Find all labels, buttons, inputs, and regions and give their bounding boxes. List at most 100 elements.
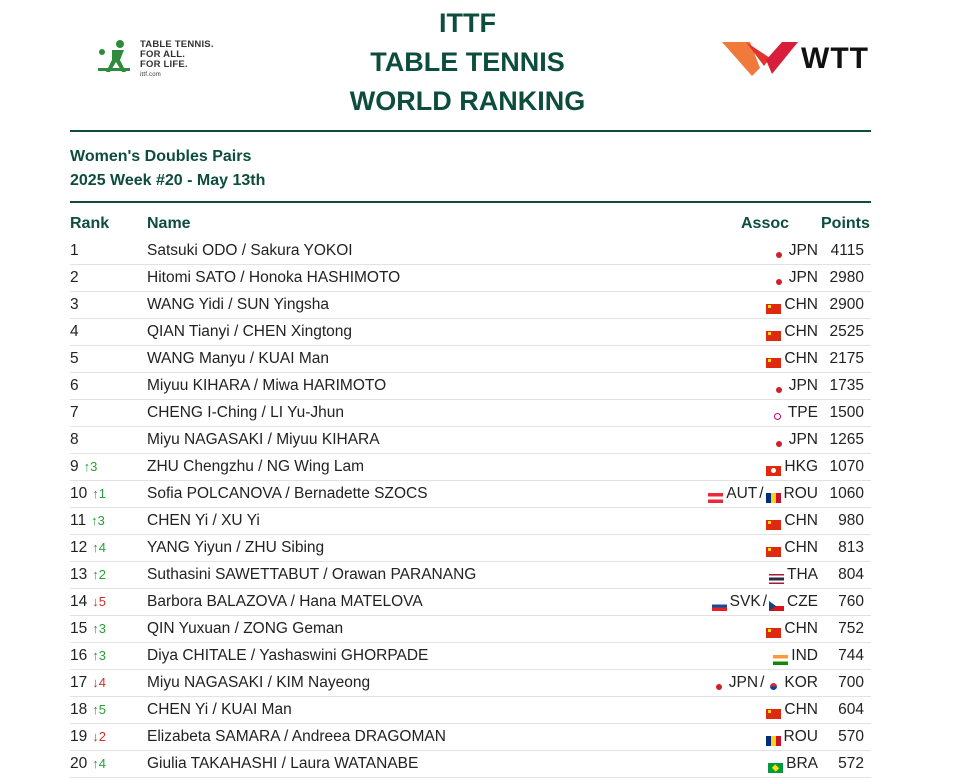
wtt-wordmark: WTT (801, 42, 869, 75)
pair-name: Giulia TAKAHASHI / Laura WATANABE (147, 755, 419, 772)
rank-cell: 7 (70, 404, 79, 422)
rank-down-indicator: ↓5 (92, 594, 106, 609)
pair-name: YANG Yiyun / ZHU Sibing (147, 539, 325, 556)
table-row: 14 ↓5 Barbora BALAZOVA / Hana MATELOVA SVK /… (70, 589, 871, 616)
flag-chn-icon (766, 330, 782, 341)
assoc-code: CHN (784, 350, 818, 367)
points-cell: 2525 (829, 323, 864, 340)
assoc-cell: CHN (766, 620, 818, 638)
ittf-tagline: TABLE TENNIS. FOR ALL. FOR LIFE. ittf.co… (140, 40, 214, 80)
pair-name: Satsuki ODO / Sakura YOKOI (147, 242, 353, 259)
assoc-code: AUT (726, 485, 758, 502)
assoc-cell: THA (769, 566, 818, 584)
assoc-cell: HKG (766, 458, 818, 476)
points-cell: 700 (838, 674, 864, 691)
table-row: 15 ↑3 QIN Yuxuan / ZONG Geman CHN 752 (70, 616, 871, 643)
table-row: 2 Hitomi SATO / Honoka HASHIMOTO JPN 2980 (70, 265, 871, 292)
points-cell: 570 (838, 728, 864, 745)
assoc-code: HKG (784, 458, 818, 475)
assoc-separator: / (759, 485, 764, 502)
points-cell: 1070 (829, 458, 864, 475)
flag-hkg-icon (766, 465, 782, 476)
pair-name: WANG Yidi / SUN Yingsha (147, 296, 330, 313)
column-header-assoc: Assoc (741, 215, 790, 232)
rank-cell: 14 ↓5 (70, 593, 106, 611)
flag-chn-icon (766, 627, 782, 638)
ittf-logo: TABLE TENNIS. FOR ALL. FOR LIFE. ittf.co… (94, 38, 234, 80)
rank-up-indicator: ↑1 (92, 486, 106, 501)
ittf-tagline-line: FOR ALL. (140, 49, 186, 60)
points-cell: 760 (838, 593, 864, 610)
week-label: 2025 Week #20 - May 13th (70, 172, 266, 189)
assoc-cell: JPN (770, 431, 818, 449)
rank-cell: 18 ↑5 (70, 701, 106, 719)
points-cell: 1500 (829, 404, 864, 421)
table-row: 8 Miyu NAGASAKI / Miyuu KIHARA JPN 1265 (70, 427, 871, 454)
rank-number: 8 (70, 431, 79, 448)
assoc-code: SVK (729, 593, 761, 610)
column-header-points: Points (821, 215, 870, 232)
title-line: WORLD RANKING (349, 86, 586, 116)
flag-jpn-icon (710, 681, 726, 692)
rank-cell: 3 (70, 296, 79, 314)
flag-tha-icon (769, 573, 784, 584)
assoc-code: JPN (788, 377, 818, 394)
column-header-name: Name (147, 215, 191, 232)
rank-cell: 16 ↑3 (70, 647, 106, 665)
rank-number: 9 (70, 458, 79, 475)
assoc-code: CHN (784, 701, 818, 718)
points-cell: 4115 (830, 242, 864, 259)
flag-tpe-icon (769, 411, 785, 422)
rank-cell: 2 (70, 269, 79, 287)
rank-number: 18 (70, 701, 88, 718)
flag-rou-icon (765, 492, 781, 503)
rank-number: 16 (70, 647, 88, 664)
flag-chn-icon (766, 519, 782, 530)
flag-jpn-icon (770, 438, 786, 449)
rank-number: 11 (70, 512, 87, 529)
table-row: 18 ↑5 CHEN Yi / KUAI Man CHN 604 (70, 697, 871, 724)
assoc-cell: JPN (770, 377, 818, 395)
rank-number: 6 (70, 377, 79, 394)
pair-name: Hitomi SATO / Honoka HASHIMOTO (147, 269, 401, 286)
assoc-code: CHN (784, 539, 818, 556)
rank-number: 12 (70, 539, 88, 556)
flag-chn-icon (766, 357, 782, 368)
wtt-wings-icon (722, 42, 798, 76)
points-cell: 1060 (829, 485, 864, 502)
assoc-code: CHN (784, 323, 818, 340)
flag-chn-icon (766, 303, 782, 314)
rank-number: 17 (70, 674, 88, 691)
rank-number: 19 (70, 728, 88, 745)
table-row: 20 ↑4 Giulia TAKAHASHI / Laura WATANABE BRA… (70, 751, 871, 778)
assoc-code: KOR (784, 674, 818, 691)
assoc-cell: AUT / ROU (708, 485, 818, 503)
rank-number: 2 (70, 269, 79, 286)
rank-up-indicator: ↑3 (92, 648, 106, 663)
rank-number: 3 (70, 296, 79, 313)
assoc-separator: / (760, 674, 765, 691)
title-line: ITTF (439, 8, 496, 38)
ittf-tagline-line: FOR LIFE. (140, 59, 188, 70)
assoc-cell: IND (773, 647, 818, 665)
rank-number: 7 (70, 404, 79, 421)
assoc-code: JPN (788, 242, 818, 259)
points-cell: 1735 (829, 377, 864, 394)
points-cell: 572 (838, 755, 864, 772)
rank-number: 15 (70, 620, 88, 637)
rank-cell: 11 ↑3 (70, 512, 105, 530)
rank-up-indicator: ↑4 (92, 756, 106, 771)
pair-name: CHEN Yi / XU Yi (147, 512, 260, 529)
points-cell: 2900 (829, 296, 864, 313)
ranking-subtitle: Women's Doubles Pairs 2025 Week #20 - Ma… (70, 145, 265, 193)
rank-cell: 20 ↑4 (70, 755, 106, 773)
rank-up-indicator: ↑5 (92, 702, 106, 717)
table-row: 5 WANG Manyu / KUAI Man CHN 2175 (70, 346, 871, 373)
assoc-cell: CHN (766, 296, 818, 314)
rank-number: 5 (70, 350, 79, 367)
assoc-code: ROU (783, 485, 818, 502)
rank-number: 20 (70, 755, 88, 772)
pair-name: Suthasini SAWETTABUT / Orawan PARANANG (147, 566, 477, 583)
assoc-cell: ROU (765, 728, 818, 746)
category-label: Women's Doubles Pairs (70, 148, 252, 165)
